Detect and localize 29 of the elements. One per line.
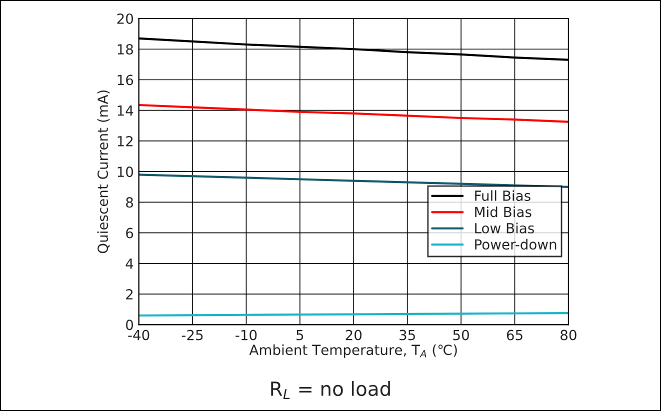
- x-tick-label: 80: [560, 330, 576, 340]
- y-tick-label: 12: [118, 136, 133, 146]
- y-tick-label: 20: [117, 13, 134, 24]
- legend-label: Mid Bias: [475, 206, 532, 218]
- y-axis-title: Quiescent Current (mA): [97, 90, 110, 254]
- x-tick-label: -40: [128, 330, 150, 340]
- y-tick-label: 8: [126, 197, 133, 208]
- y-tick-label: 10: [118, 166, 134, 178]
- x-tick-label: 65: [506, 330, 522, 340]
- legend-label: Full Bias: [475, 190, 530, 201]
- y-tick-label: 16: [118, 74, 134, 86]
- legend-label: Power-down: [475, 238, 556, 250]
- y-tick-label: 14: [118, 106, 134, 116]
- y-tick-label: 2: [126, 289, 133, 300]
- legend-label: Low Bias: [475, 222, 534, 234]
- text: R$_{L}$ = no load: [271, 381, 390, 399]
- x-tick-label: 5: [296, 330, 304, 340]
- line-series: [138, 104, 568, 123]
- line-series: [138, 174, 568, 188]
- x-tick-label: 35: [400, 330, 415, 340]
- x-tick-label: -10: [236, 330, 257, 340]
- x-tick-label: 50: [453, 330, 469, 340]
- x-tick-label: -25: [182, 330, 203, 340]
- x-tick-label: 20: [346, 330, 362, 340]
- x-axis-title: Ambient Temperature, T$_{A}$ (℃): [249, 344, 457, 358]
- y-tick-label: 0: [126, 320, 134, 330]
- y-tick-label: 6: [126, 228, 134, 238]
- y-tick-label: 18: [118, 44, 133, 55]
- y-tick-label: 4: [126, 258, 134, 269]
